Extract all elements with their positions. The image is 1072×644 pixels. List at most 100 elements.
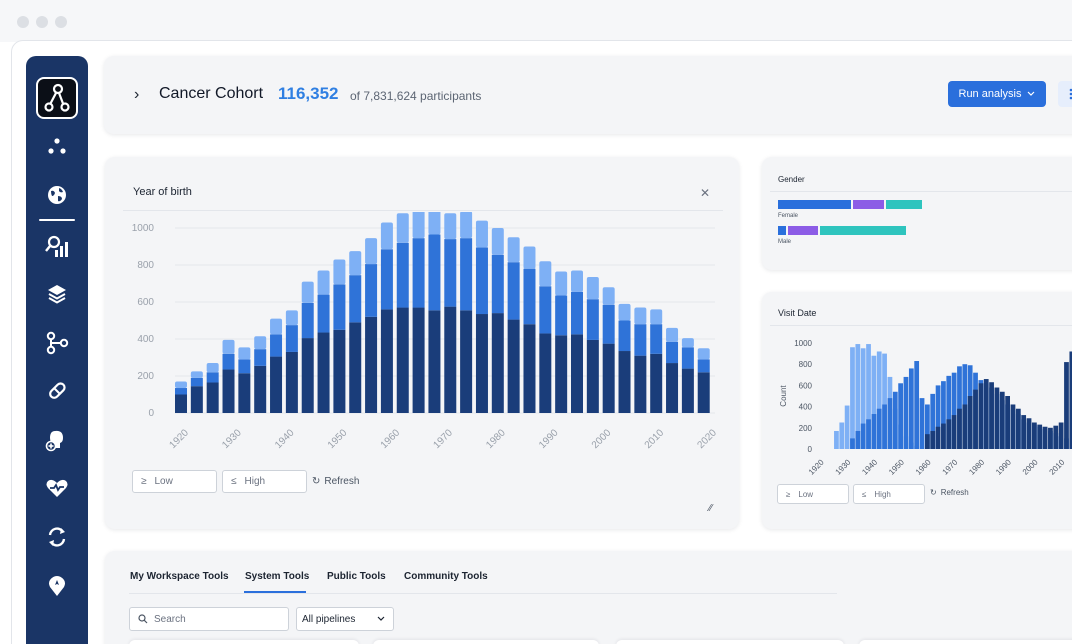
histogram-bar xyxy=(1010,404,1016,449)
bar-segment xyxy=(428,310,441,413)
nav-item-dots[interactable] xyxy=(41,131,73,163)
chevron-down-icon xyxy=(1028,91,1035,96)
bar-segment xyxy=(238,347,251,360)
tab-my-workspace-tools[interactable]: My Workspace Tools xyxy=(130,571,229,582)
gte-symbol: ≥ xyxy=(141,476,147,487)
pipeline-select[interactable]: All pipelines xyxy=(296,607,394,631)
histogram-bar xyxy=(1069,351,1072,449)
nav-item-globe[interactable] xyxy=(41,179,73,211)
kebab-menu-icon xyxy=(1069,88,1072,100)
bar-segment xyxy=(380,249,393,310)
nav-item-location[interactable] xyxy=(41,570,73,602)
histogram-bar xyxy=(887,398,893,449)
histogram-bar xyxy=(951,415,957,449)
tool-card[interactable] xyxy=(373,640,599,644)
histogram-bar xyxy=(871,355,877,449)
gender-bar-segment xyxy=(788,226,818,235)
y-axis-label: Count xyxy=(779,385,788,407)
x-tick-label: 1960 xyxy=(379,427,403,451)
nav-item-health[interactable] xyxy=(41,472,73,504)
nav-item-layers[interactable] xyxy=(41,278,73,310)
bar-segment xyxy=(349,322,362,413)
high-range-input[interactable]: ≤ High xyxy=(853,484,925,504)
expand-chevron-icon[interactable]: › xyxy=(134,86,140,103)
card-title: Visit Date xyxy=(778,308,817,318)
y-tick-label: 600 xyxy=(799,381,813,390)
bar-segment xyxy=(555,271,568,296)
bar-segment xyxy=(175,381,187,389)
card-title: Gender xyxy=(778,175,805,184)
pipeline-select-value: All pipelines xyxy=(302,613,356,625)
window-control-dot[interactable] xyxy=(17,16,29,28)
low-range-input[interactable]: ≥ Low xyxy=(132,470,217,493)
nav-item-sync[interactable] xyxy=(41,521,73,553)
nav-item-medications[interactable] xyxy=(41,375,73,407)
refresh-button[interactable]: ↻ Refresh xyxy=(930,488,969,497)
x-tick-label: 2020 xyxy=(695,427,719,451)
lte-symbol: ≤ xyxy=(231,476,237,487)
histogram-bar xyxy=(850,438,855,449)
histogram-bar xyxy=(919,398,925,449)
window-control-dot[interactable] xyxy=(55,16,67,28)
x-tick-label: 1950 xyxy=(326,427,350,451)
bar-segment xyxy=(444,306,457,413)
x-tick-label: 1990 xyxy=(994,457,1013,476)
bar-segment xyxy=(317,270,330,295)
app-logo[interactable] xyxy=(36,77,78,119)
gender-card: Gender Female Male xyxy=(762,157,1072,270)
histogram-bar xyxy=(860,348,866,449)
y-tick-label: 600 xyxy=(137,297,154,308)
tab-system-tools[interactable]: System Tools xyxy=(245,571,310,582)
bar-segment xyxy=(618,303,631,321)
nav-item-participants[interactable] xyxy=(41,424,73,456)
more-options-button[interactable] xyxy=(1058,81,1072,107)
bar-segment xyxy=(491,228,504,255)
bar-segment xyxy=(507,319,520,413)
x-tick-label: 1930 xyxy=(834,457,853,476)
window-titlebar xyxy=(0,0,1072,42)
histogram-bar xyxy=(999,391,1005,449)
histogram-bar xyxy=(860,423,866,449)
bar-segment xyxy=(586,299,599,340)
chevron-down-icon xyxy=(377,616,385,621)
histogram-bar xyxy=(1032,422,1037,449)
bar-segment xyxy=(539,286,552,334)
nav-item-pipelines[interactable] xyxy=(41,327,73,359)
histogram-bar xyxy=(850,347,855,449)
histogram-bar xyxy=(957,408,962,449)
bar-segment xyxy=(475,220,488,248)
refresh-button[interactable]: ↻ Refresh xyxy=(312,476,359,487)
bar-segment xyxy=(270,356,283,413)
resize-handle-icon[interactable]: ∕∕ xyxy=(709,503,713,514)
histogram-bar xyxy=(930,393,936,449)
window-control-dot[interactable] xyxy=(36,16,48,28)
bar-segment xyxy=(666,341,679,364)
close-icon[interactable]: ✕ xyxy=(700,186,711,200)
run-analysis-button[interactable]: Run analysis xyxy=(948,81,1046,107)
tab-public-tools[interactable]: Public Tools xyxy=(327,571,386,582)
participant-count: 116,352 xyxy=(278,84,339,103)
search-placeholder: Search xyxy=(154,613,186,625)
tool-card[interactable] xyxy=(129,640,359,644)
bar-segment xyxy=(602,304,615,344)
bar-segment xyxy=(349,275,362,323)
high-range-input[interactable]: ≤ High xyxy=(222,470,307,493)
tab-community-tools[interactable]: Community Tools xyxy=(404,571,488,582)
bar-segment xyxy=(650,309,663,325)
visit-date-chart: 0 200 400 600 800 1000 Count 1920 1930 1940 1950 19… xyxy=(779,339,1072,477)
bar-segment xyxy=(365,264,378,317)
bar-segment xyxy=(618,320,631,352)
run-analysis-label: Run analysis xyxy=(958,88,1022,100)
histogram-bar xyxy=(935,426,941,449)
gender-bar-segment xyxy=(778,200,851,209)
low-range-input[interactable]: ≥ Low xyxy=(777,484,849,504)
x-tick-label: 1970 xyxy=(431,427,455,451)
y-tick-label: 1000 xyxy=(132,223,155,234)
search-input[interactable]: Search xyxy=(129,607,289,631)
analytics-icon xyxy=(45,235,68,257)
tool-card[interactable] xyxy=(859,640,1072,644)
tool-card[interactable] xyxy=(616,640,844,644)
bar-segment xyxy=(285,310,298,326)
nav-item-analytics[interactable] xyxy=(41,230,73,262)
y-tick-label: 1000 xyxy=(794,339,812,348)
